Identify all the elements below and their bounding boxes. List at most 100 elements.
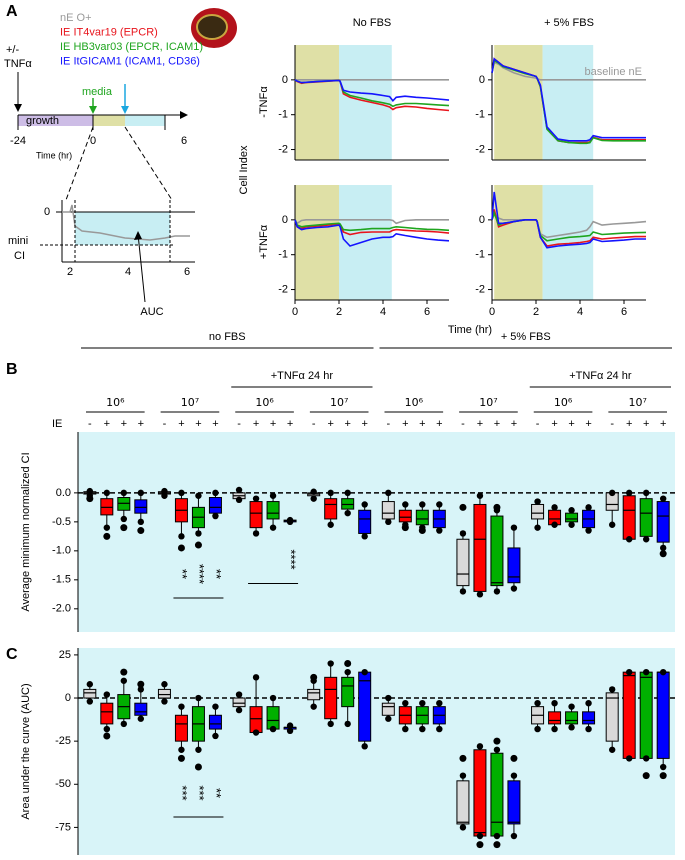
- significance: **: [175, 569, 190, 579]
- condition-label: no FBS: [209, 331, 246, 343]
- x-tick-label: 2: [336, 306, 342, 318]
- y-tick-label: 25: [59, 649, 71, 661]
- whisker-end: [137, 715, 145, 722]
- data-point: [493, 841, 501, 849]
- whisker-end: [534, 524, 541, 531]
- whisker-end: [510, 524, 518, 531]
- whisker-end: [344, 720, 351, 728]
- box: [307, 688, 321, 701]
- data-point: [137, 680, 145, 688]
- data-point: [177, 754, 185, 762]
- arrow-head: [14, 104, 22, 112]
- category-label: +: [104, 418, 110, 430]
- whisker-end: [385, 489, 392, 497]
- timeline-tick-label: -24: [10, 135, 26, 147]
- series-line: [491, 57, 646, 142]
- whisker-end: [585, 527, 592, 534]
- whisker-end: [178, 533, 185, 540]
- row-label: -TNFα: [258, 86, 270, 118]
- y-tick-label: 0: [282, 74, 288, 86]
- box: [208, 497, 222, 514]
- whisker-end: [585, 725, 592, 733]
- category-label: +: [361, 418, 367, 430]
- mini-tick-label: 0: [44, 206, 50, 218]
- whisker-end: [269, 725, 277, 733]
- category-label: +: [253, 418, 259, 430]
- panel-label: A: [6, 3, 18, 20]
- category-label: +: [270, 418, 276, 430]
- box: [381, 702, 395, 716]
- y-tick-label: -1: [278, 249, 288, 261]
- box: [415, 509, 429, 526]
- y-tick-label: 0: [479, 74, 485, 86]
- shaded-region: [295, 45, 339, 160]
- whisker-end: [476, 832, 484, 840]
- box: [548, 711, 562, 725]
- series-line: [491, 209, 646, 247]
- whisker-end: [361, 533, 368, 540]
- whisker-end: [178, 703, 185, 710]
- y-tick-label: -1: [278, 109, 288, 121]
- category-label: -: [461, 418, 465, 430]
- whisker-end: [659, 495, 667, 502]
- mini-tick-label: 6: [184, 266, 190, 278]
- whisker-end: [252, 729, 260, 736]
- whisker-end: [534, 700, 541, 707]
- x-tick-label: 4: [380, 306, 386, 318]
- whisker-end: [551, 700, 558, 707]
- box: [656, 501, 670, 543]
- whisker-end: [459, 588, 467, 595]
- box: [490, 515, 504, 587]
- stimulus-label: +/-: [6, 44, 19, 56]
- data-point: [86, 495, 94, 503]
- whisker-end: [161, 492, 168, 499]
- category-label: +: [138, 418, 144, 430]
- significance: **: [209, 569, 224, 579]
- box: [582, 711, 596, 725]
- whisker-end: [86, 698, 94, 705]
- arrow-head: [121, 106, 129, 114]
- whisker-end: [510, 832, 518, 840]
- whisker-end: [510, 772, 518, 779]
- shaded-region: [542, 185, 594, 300]
- whisker-end: [568, 724, 575, 731]
- box: [456, 780, 470, 825]
- significance: ****: [192, 564, 207, 584]
- shaded-region: [339, 185, 392, 300]
- shaded-region: [494, 185, 543, 300]
- series-line: [294, 79, 450, 103]
- whisker-end: [327, 489, 334, 497]
- whisker-end: [625, 489, 633, 497]
- whisker-end: [493, 588, 501, 595]
- box: [490, 752, 504, 837]
- ie-label: IE: [52, 418, 62, 430]
- data-point: [177, 544, 185, 552]
- mini-axis-label: CI: [14, 250, 25, 262]
- category-label: -: [237, 418, 241, 430]
- zoom-line: [124, 126, 173, 201]
- mini-axis-label: mini: [8, 235, 28, 247]
- data-point: [510, 754, 518, 762]
- whisker-end: [385, 715, 392, 722]
- whisker-end: [625, 536, 633, 543]
- whisker-end: [103, 725, 111, 733]
- series-line: [294, 219, 449, 225]
- whisker-end: [86, 487, 94, 495]
- significance: **: [209, 788, 224, 798]
- timeline-tick-label: 6: [181, 135, 187, 147]
- y-tick-label: -2: [278, 283, 288, 295]
- whisker-end: [659, 668, 667, 676]
- significance: ****: [284, 549, 299, 569]
- whisker-end: [235, 691, 243, 698]
- whisker-end: [252, 495, 260, 502]
- stimulus-label: TNFα: [4, 58, 32, 70]
- box: [249, 706, 263, 734]
- whisker-end: [103, 489, 111, 497]
- box: [622, 495, 636, 540]
- box: [473, 749, 487, 837]
- whisker-end: [103, 691, 111, 698]
- category-label: -: [88, 418, 92, 430]
- whisker-end: [120, 677, 128, 684]
- whisker-end: [402, 501, 409, 508]
- data-point: [344, 660, 352, 668]
